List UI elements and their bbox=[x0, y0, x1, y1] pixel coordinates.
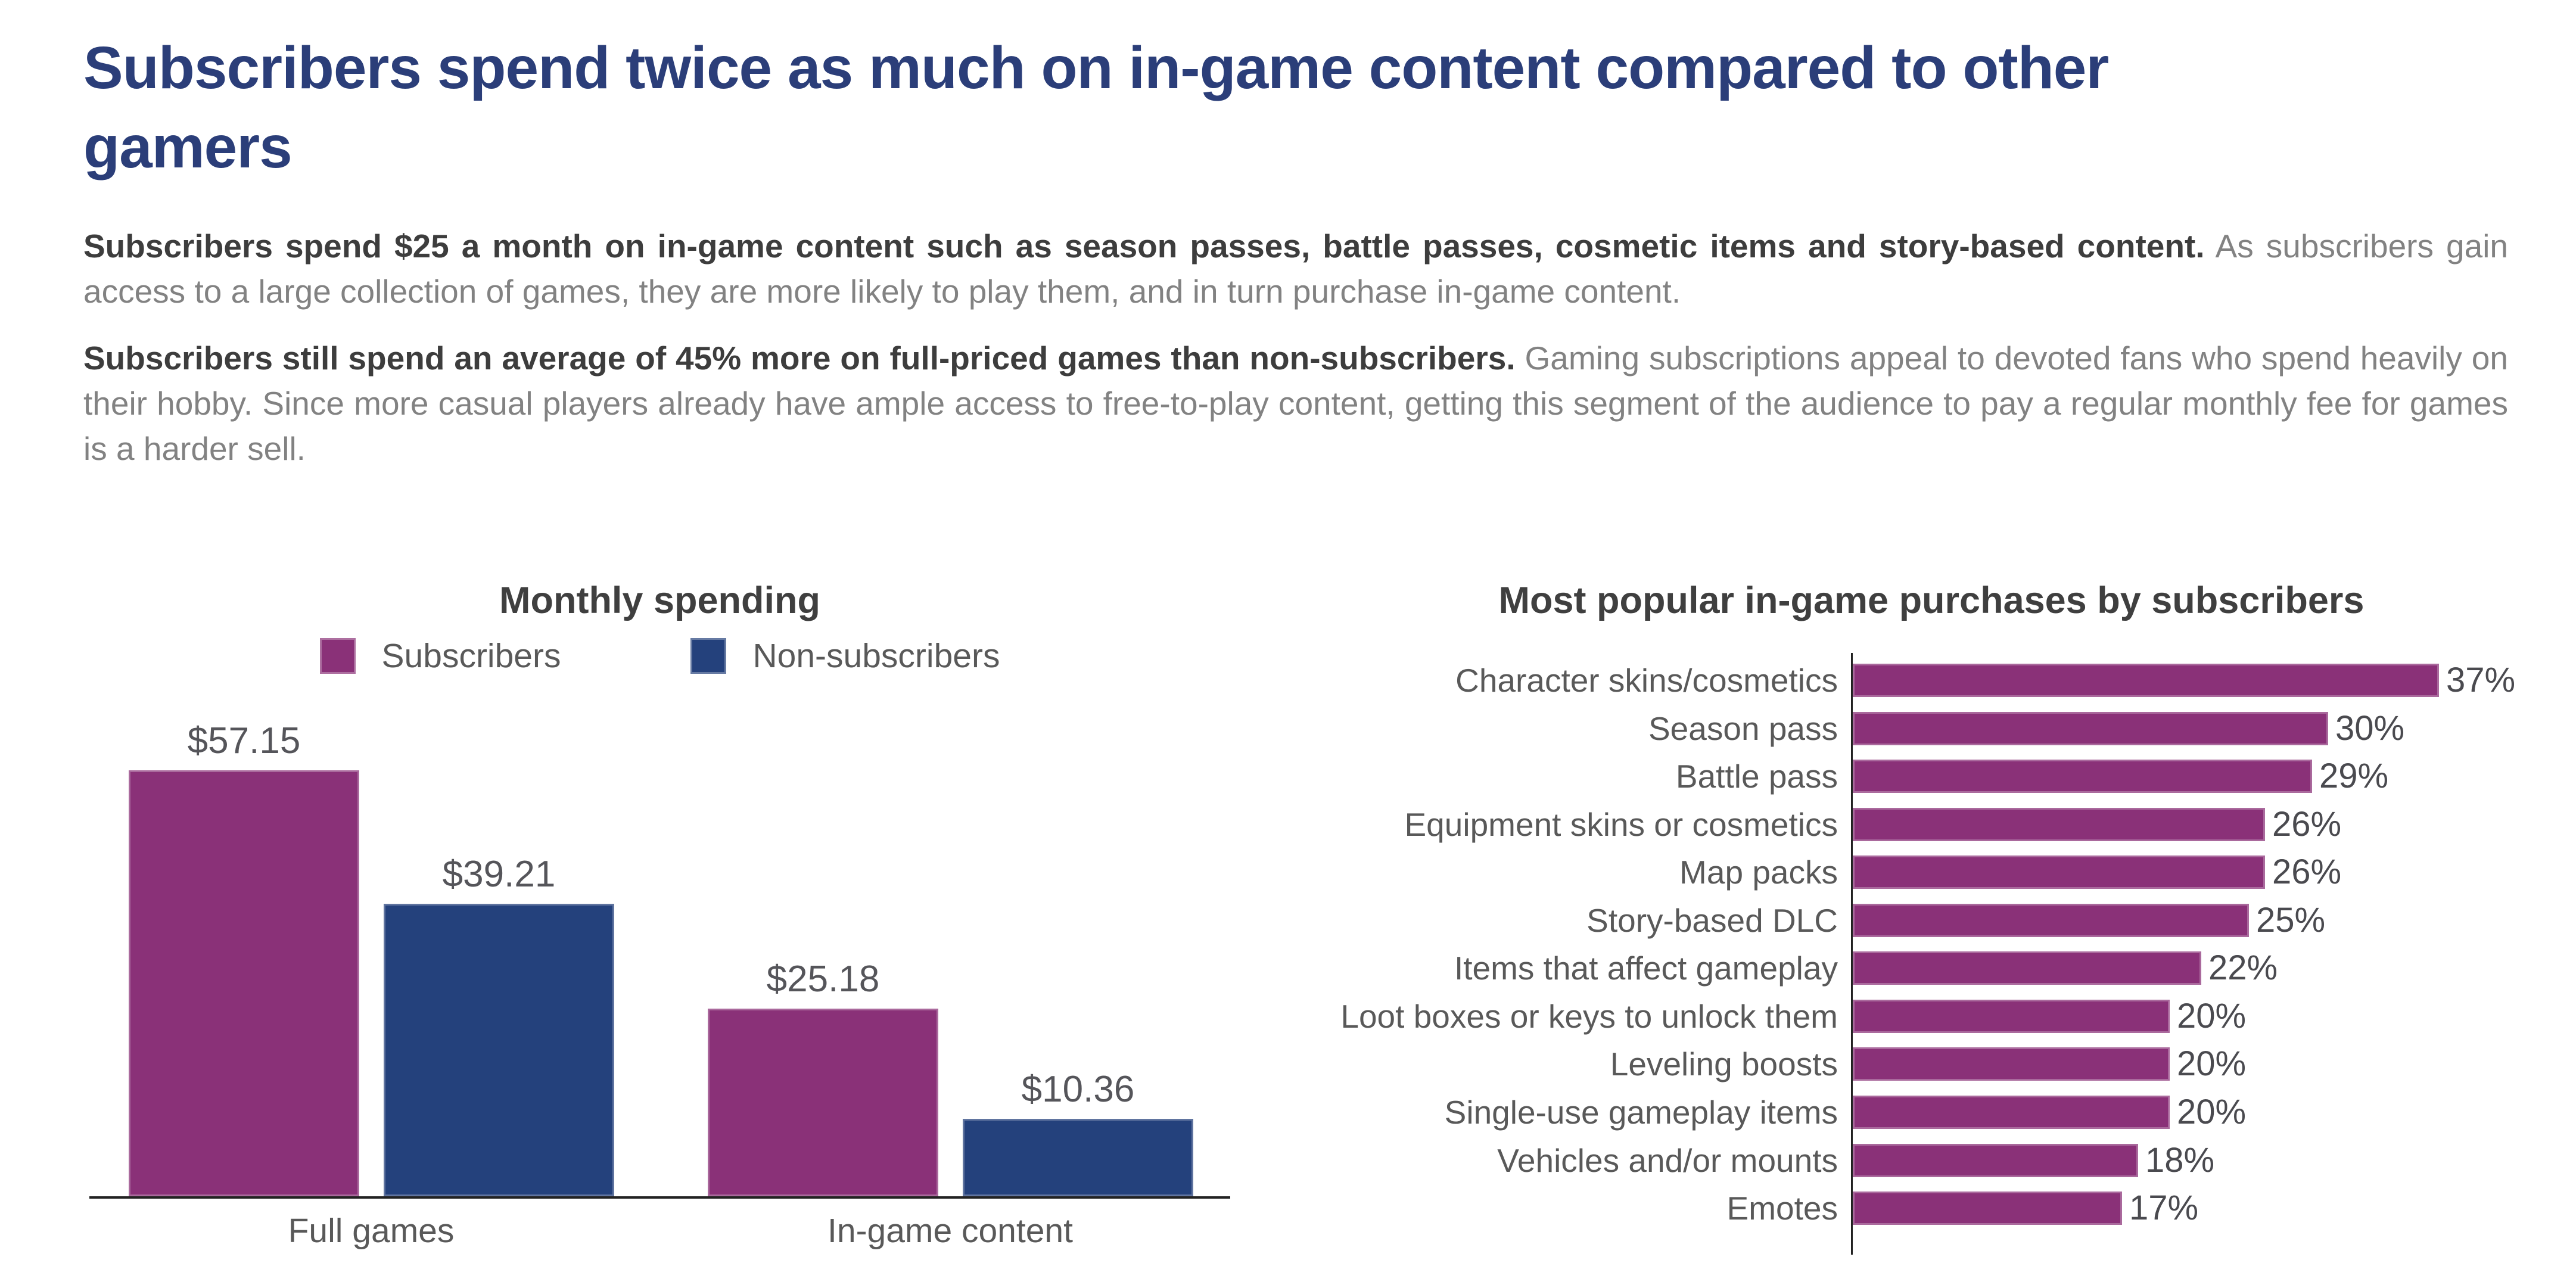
percent-label: 37% bbox=[2446, 661, 2516, 699]
row-label-season-pass: Season pass bbox=[1648, 710, 1838, 747]
page-title-line2: gamers bbox=[83, 114, 293, 181]
intro-paragraph-2: Subscribers still spend an average of 45… bbox=[83, 336, 2508, 472]
percent-label: 20% bbox=[2177, 997, 2247, 1035]
row-label-story-based-dlc: Story-based DLC bbox=[1586, 902, 1838, 939]
row-label-vehicles-and-or-mounts: Vehicles and/or mounts bbox=[1497, 1142, 1838, 1179]
row-label-single-use-gameplay-items: Single-use gameplay items bbox=[1444, 1094, 1838, 1131]
y-axis-line bbox=[1851, 653, 1853, 1255]
percent-label: 20% bbox=[2177, 1093, 2247, 1131]
popular-purchases-title: Most popular in-game purchases by subscr… bbox=[1498, 580, 2365, 621]
value-label: $10.36 bbox=[1021, 1069, 1135, 1110]
horizontal-bar-plot: Character skins/cosmetics 37% Season pass 3… bbox=[1287, 566, 2576, 1263]
bar-single-use-gameplay-items bbox=[1853, 1096, 2170, 1129]
percent-label: 26% bbox=[2272, 805, 2342, 844]
percent-label: 22% bbox=[2208, 948, 2278, 987]
bar-non-subscribers-in-game-content bbox=[963, 1119, 1193, 1196]
legend-swatch-subscribers bbox=[319, 638, 356, 674]
percent-label: 18% bbox=[2145, 1141, 2215, 1180]
page-title: Subscribers spend twice as much on in-ga… bbox=[83, 29, 2505, 187]
percent-label: 25% bbox=[2256, 901, 2326, 940]
bar-subscribers-full-games bbox=[129, 770, 359, 1196]
bar-subscribers-in-game-content bbox=[708, 1009, 938, 1196]
x-axis-line bbox=[89, 1196, 1230, 1199]
bar-vehicles-and-or-mounts bbox=[1853, 1144, 2138, 1177]
paragraph-1-rest: As subscribers gain access to a large co… bbox=[83, 228, 2508, 310]
bar-character-skins-cosmetics bbox=[1853, 664, 2439, 697]
bar-battle-pass bbox=[1853, 760, 2312, 793]
bar-loot-boxes-or-keys-to-unlock-them bbox=[1853, 1000, 2170, 1033]
value-label: $25.18 bbox=[766, 959, 880, 1000]
legend-label-non-subscribers: Non-subscribers bbox=[752, 637, 1000, 675]
paragraph-2-lead: Subscribers still spend an average of 45… bbox=[83, 339, 1516, 377]
monthly-spending-title: Monthly spending bbox=[499, 580, 820, 621]
row-label-equipment-skins-or-cosmetics: Equipment skins or cosmetics bbox=[1404, 806, 1838, 843]
legend: Subscribers Non-subscribers bbox=[89, 636, 1230, 676]
paragraph-2-rest: Gaming subscriptions appeal to devoted f… bbox=[83, 339, 2508, 467]
category-label: In-game content bbox=[827, 1212, 1073, 1250]
text-block: Subscribers spend twice as much on in-ga… bbox=[0, 0, 2576, 471]
bar-non-subscribers-full-games bbox=[384, 904, 614, 1196]
row-label-emotes: Emotes bbox=[1726, 1190, 1838, 1227]
bar-season-pass bbox=[1853, 712, 2328, 745]
page-title-line1: Subscribers spend twice as much on in-ga… bbox=[83, 35, 2109, 101]
bar-story-based-dlc bbox=[1853, 904, 2249, 937]
paragraph-1-lead: Subscribers spend $25 a month on in-game… bbox=[83, 228, 2205, 265]
bar-map-packs bbox=[1853, 856, 2265, 889]
percent-label: 29% bbox=[2319, 757, 2389, 795]
legend-label-subscribers: Subscribers bbox=[381, 637, 561, 675]
legend-swatch-non-subscribers bbox=[690, 638, 727, 674]
popular-purchases-chart: Most popular in-game purchases by subscr… bbox=[1287, 566, 2576, 1263]
row-label-leveling-boosts: Leveling boosts bbox=[1610, 1046, 1838, 1082]
percent-label: 20% bbox=[2177, 1044, 2247, 1083]
row-label-character-skins-cosmetics: Character skins/cosmetics bbox=[1455, 662, 1838, 699]
percent-label: 17% bbox=[2129, 1189, 2199, 1227]
row-label-items-that-affect-gameplay: Items that affect gameplay bbox=[1454, 950, 1838, 987]
percent-label: 26% bbox=[2272, 853, 2342, 891]
grouped-bar-plot: $57.15 $25.18 $39.21 $10.36 Full games In-gam… bbox=[89, 566, 1230, 1263]
row-label-battle-pass: Battle pass bbox=[1675, 758, 1838, 795]
bar-items-that-affect-gameplay bbox=[1853, 951, 2201, 985]
bar-leveling-boosts bbox=[1853, 1047, 2170, 1081]
row-label-loot-boxes-or-keys-to-unlock-them: Loot boxes or keys to unlock them bbox=[1340, 998, 1838, 1035]
category-label: Full games bbox=[288, 1212, 455, 1250]
bar-emotes bbox=[1853, 1192, 2122, 1225]
value-label: $39.21 bbox=[442, 854, 556, 895]
bar-equipment-skins-or-cosmetics bbox=[1853, 808, 2265, 841]
monthly-spending-chart: Monthly spending Subscribers Non-subscri… bbox=[89, 566, 1230, 1263]
intro-paragraph-1: Subscribers spend $25 a month on in-game… bbox=[83, 224, 2508, 315]
value-label: $57.15 bbox=[187, 720, 301, 761]
row-label-map-packs: Map packs bbox=[1679, 854, 1838, 891]
percent-label: 30% bbox=[2335, 709, 2405, 748]
